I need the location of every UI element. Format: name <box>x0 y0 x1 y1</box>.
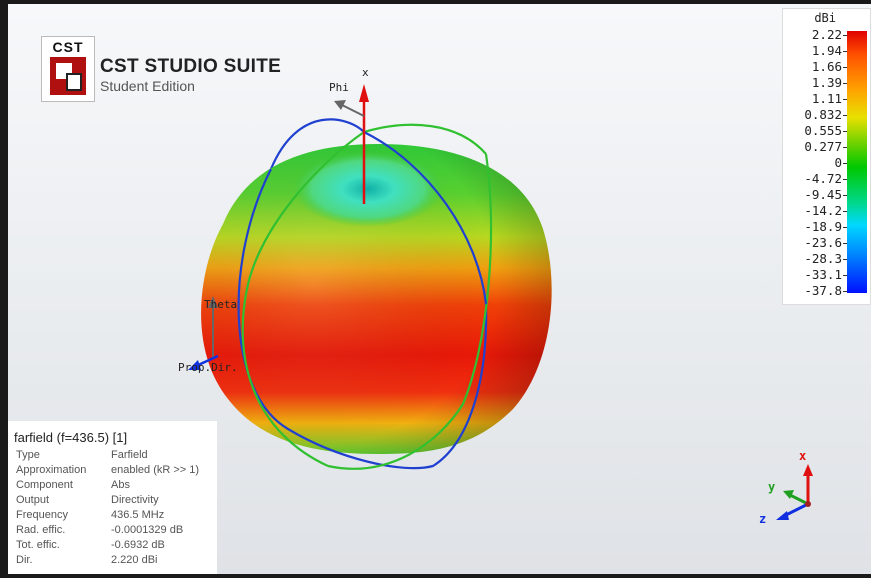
logo-text: CST <box>52 39 84 55</box>
colorbar-legend: dBi 2.22 1.94 1.66 1.39 1.11 0.832 0.555… <box>782 8 871 305</box>
phi-label: Phi <box>329 81 349 94</box>
colorbar-tick: -33.1 <box>804 267 847 282</box>
phi-arrow-line <box>339 103 365 117</box>
info-value: -0.0001329 dB <box>111 524 184 536</box>
theta-ring-front <box>327 153 493 470</box>
triad-z-label: z <box>759 512 767 526</box>
colorbar-tick: -28.3 <box>804 251 847 266</box>
colorbar-tick: 2.22 <box>811 27 848 42</box>
info-value: Farfield <box>111 449 148 461</box>
colorbar-tick: -37.8 <box>804 283 847 298</box>
theta-ring <box>241 131 365 468</box>
info-key: Type <box>16 449 40 461</box>
colorbar-tick: -9.45 <box>804 187 847 202</box>
triad-y-label: y <box>768 480 776 494</box>
colorbar-tick: 0.555 <box>804 123 847 138</box>
colorbar-tick: 1.94 <box>811 43 848 58</box>
colorbar-tick: -23.6 <box>804 235 847 250</box>
phi-ring-right <box>363 131 488 305</box>
cst-logo: CST <box>41 36 95 102</box>
colorbar-tick: 0.277 <box>804 139 847 154</box>
radiation-pattern-body <box>201 144 552 454</box>
brand-subtitle: Student Edition <box>100 78 195 94</box>
info-title: farfield (f=436.5) [1] <box>14 430 128 445</box>
colorbar-tick: 1.66 <box>811 59 848 74</box>
x-axis-label: x <box>362 66 369 79</box>
orientation-triad <box>776 464 813 520</box>
prop-dir-arrowhead <box>188 360 201 370</box>
info-value: enabled (kR >> 1) <box>111 464 200 476</box>
info-value: Directivity <box>111 494 159 506</box>
info-value: 436.5 MHz <box>111 509 165 521</box>
info-value: -0.6932 dB <box>111 539 165 551</box>
info-key: Component <box>16 479 73 491</box>
info-key: Output <box>16 494 50 506</box>
colorbar-unit: dBi <box>814 11 836 25</box>
colorbar-tick: 0 <box>834 155 847 170</box>
phi-arrowhead <box>334 100 346 110</box>
prop-dir-line <box>195 354 219 368</box>
colorbar-tick: -18.9 <box>804 219 847 234</box>
triad-x-label: x <box>799 449 807 463</box>
info-key: Tot. effic. <box>16 539 60 551</box>
colorbar-tick: 1.39 <box>811 75 848 90</box>
info-key: Approximation <box>16 464 87 476</box>
3d-viewport[interactable]: CST CST STUDIO SUITE Student Edition <box>8 4 871 574</box>
farfield-info-panel: farfield (f=436.5) [1] Type Farfield Appr… <box>8 421 217 574</box>
phi-ring-back <box>269 118 365 170</box>
colorbar-tick: 1.11 <box>811 91 848 106</box>
colorbar-tick: 0.832 <box>804 107 847 122</box>
colorbar-tick: -14.2 <box>804 203 847 218</box>
info-key: Frequency <box>16 509 68 521</box>
phi-ring <box>237 168 488 470</box>
brand-title: CST STUDIO SUITE <box>100 56 282 77</box>
info-value: 2.220 dBi <box>111 554 158 566</box>
theta-label: Theta <box>204 298 238 311</box>
colorbar-tick: -4.72 <box>804 171 847 186</box>
info-key: Rad. effic. <box>16 524 66 536</box>
theta-ring-back <box>363 123 487 155</box>
theta-arrowhead <box>208 296 218 308</box>
colorbar-gradient <box>847 31 867 293</box>
info-value: Abs <box>111 479 130 491</box>
logo-cube-icon <box>50 57 86 95</box>
prop-dir-label: Prop.Dir. <box>178 361 238 374</box>
info-key: Dir. <box>16 554 33 566</box>
farfield-plot[interactable] <box>8 4 871 574</box>
x-axis-arrowhead <box>359 84 369 102</box>
